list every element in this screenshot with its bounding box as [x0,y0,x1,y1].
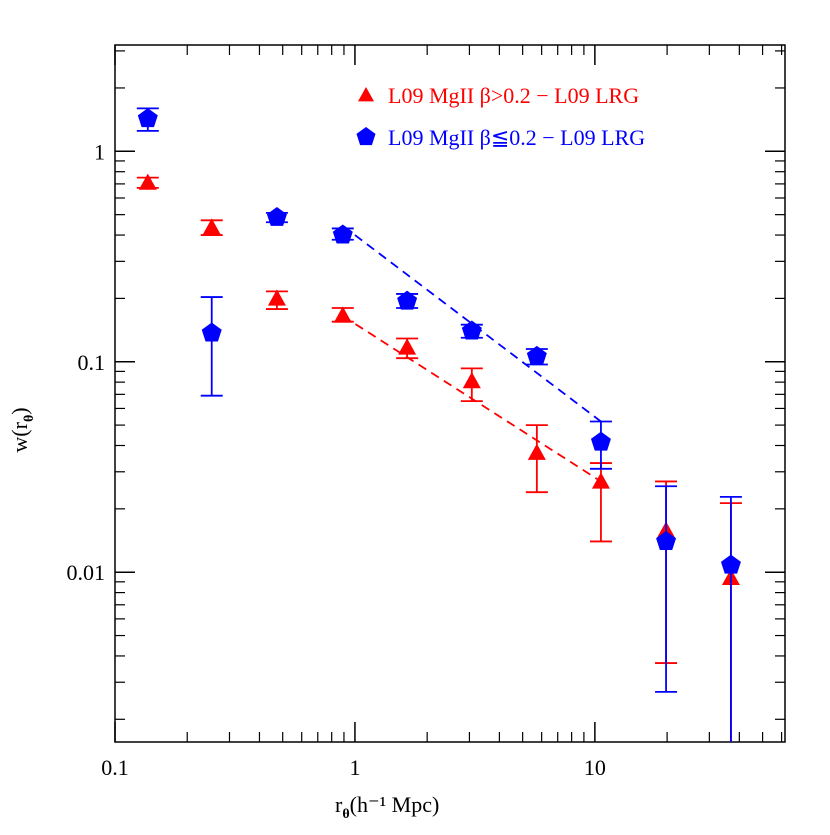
x-axis-label-part: (h⁻¹ Mpc) [350,792,440,817]
plot-frame [114,44,786,743]
legend-label: L09 MgII β>0.2 − L09 LRG [388,83,639,108]
x-tick-label: 10 [584,755,606,780]
y-axis-label-part: ) [7,407,32,414]
data-point [332,224,353,244]
x-tick-label: 0.1 [101,755,129,780]
y-axis-label: w(rθ) [7,407,37,452]
data-point [138,173,157,190]
x-axis-label-part: θ [342,807,349,822]
data-point [397,290,418,310]
data-point [201,322,222,342]
data-point [656,530,677,550]
data-point [333,306,352,323]
x-axis-label-part: r [335,792,343,817]
x-axis-label: rθ(h⁻¹ Mpc) [335,792,439,822]
legend-label: L09 MgII β≦0.2 − L09 LRG [388,125,645,150]
data-point [461,320,482,340]
y-tick-label: 0.01 [67,560,106,585]
data-point [202,218,221,235]
data-point [591,472,610,489]
y-axis-label-part: w(r [7,421,32,452]
data-point [398,338,417,355]
y-tick-label: 1 [94,139,105,164]
y-axis-label-part: θ [22,415,37,422]
legend-marker [358,87,374,102]
data-point [720,554,741,574]
y-tick-label: 0.1 [78,350,106,375]
data-point [590,431,611,451]
data-point [137,108,158,128]
x-tick-label: 1 [349,755,360,780]
data-point [462,372,481,389]
plot-area [136,107,742,742]
data-point [266,206,287,226]
data-point [527,443,546,460]
legend-marker [356,127,376,146]
data-point [267,289,286,306]
data-point [526,345,547,365]
